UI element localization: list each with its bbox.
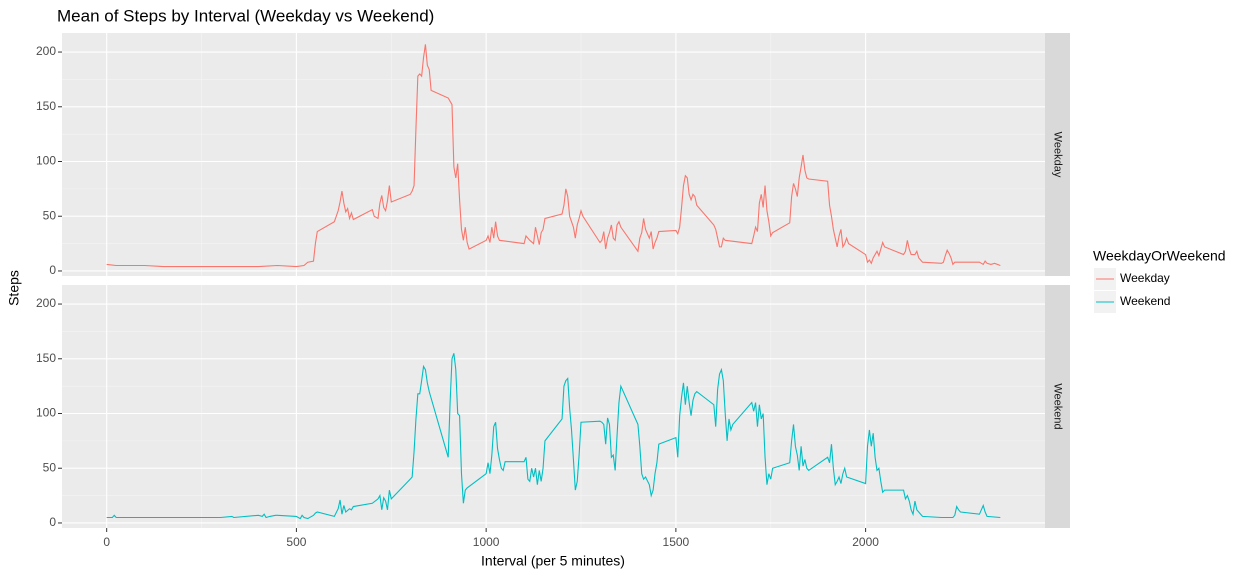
x-tick-label: 1000	[473, 535, 500, 549]
facet-strip	[1045, 285, 1070, 528]
y-axis-label: Steps	[6, 270, 22, 306]
y-tick-label: 150	[36, 99, 56, 113]
y-tick-label: 200	[36, 44, 56, 58]
y-tick-label: 100	[36, 406, 56, 420]
line-series	[106, 353, 1001, 520]
line-series	[106, 44, 1001, 268]
legend-label: Weekend	[1120, 294, 1170, 308]
y-tick-label: 0	[49, 263, 56, 277]
y-tick-label: 50	[43, 460, 57, 474]
y-tick-label: 0	[49, 515, 56, 529]
x-tick-label: 500	[286, 535, 306, 549]
y-tick-label: 100	[36, 154, 56, 168]
chart-title: Mean of Steps by Interval (Weekday vs We…	[57, 6, 434, 25]
legend-title: WeekdayOrWeekend	[1093, 248, 1226, 264]
panel-background	[62, 33, 1045, 276]
facet-label: Weekday	[1052, 132, 1064, 178]
y-tick-label: 200	[36, 296, 56, 310]
panel-background	[62, 285, 1045, 528]
legend-label: Weekday	[1120, 271, 1170, 285]
x-axis-label: Interval (per 5 minutes)	[481, 553, 625, 569]
x-tick-label: 2000	[852, 535, 879, 549]
x-tick-label: 0	[103, 535, 110, 549]
y-tick-label: 50	[43, 208, 57, 222]
x-tick-label: 1500	[663, 535, 690, 549]
facet-label: Weekend	[1052, 383, 1064, 429]
y-tick-label: 150	[36, 351, 56, 365]
facet-strip	[1045, 33, 1070, 276]
